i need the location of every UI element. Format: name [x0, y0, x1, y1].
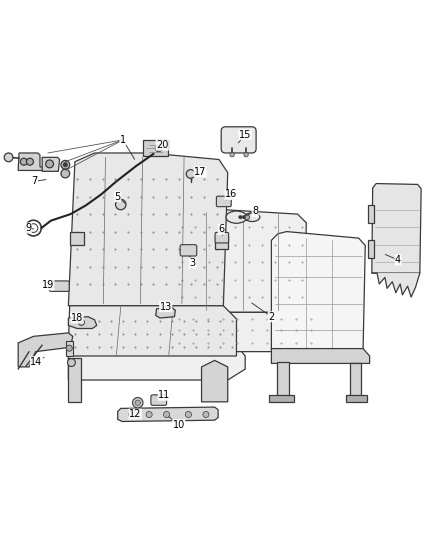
- Text: 12: 12: [129, 409, 141, 419]
- Text: 15: 15: [239, 130, 251, 140]
- Circle shape: [163, 411, 170, 417]
- Circle shape: [61, 160, 70, 169]
- Polygon shape: [269, 395, 294, 402]
- Polygon shape: [70, 231, 84, 245]
- Polygon shape: [68, 153, 228, 306]
- FancyBboxPatch shape: [221, 127, 256, 153]
- Ellipse shape: [226, 211, 247, 223]
- Circle shape: [155, 144, 162, 152]
- FancyBboxPatch shape: [143, 140, 168, 157]
- FancyBboxPatch shape: [216, 196, 231, 207]
- Circle shape: [135, 400, 141, 405]
- Text: 11: 11: [158, 390, 170, 400]
- Text: 4: 4: [395, 255, 401, 265]
- Polygon shape: [346, 395, 367, 402]
- Text: 8: 8: [252, 206, 258, 216]
- Polygon shape: [18, 153, 48, 171]
- Circle shape: [242, 215, 246, 219]
- Polygon shape: [118, 407, 218, 422]
- Polygon shape: [372, 183, 421, 273]
- Ellipse shape: [244, 213, 260, 222]
- Circle shape: [133, 398, 143, 408]
- Circle shape: [46, 160, 53, 168]
- Text: 2: 2: [268, 312, 275, 322]
- Polygon shape: [201, 360, 228, 402]
- Text: 3: 3: [190, 258, 196, 268]
- Polygon shape: [155, 306, 175, 318]
- Circle shape: [244, 152, 248, 157]
- Polygon shape: [215, 236, 228, 249]
- Polygon shape: [372, 273, 420, 297]
- Polygon shape: [68, 306, 237, 356]
- Circle shape: [146, 411, 152, 417]
- Circle shape: [78, 319, 85, 326]
- Text: 9: 9: [25, 223, 31, 233]
- Polygon shape: [175, 207, 306, 312]
- Polygon shape: [68, 345, 245, 380]
- Text: 1: 1: [120, 135, 126, 145]
- Text: 20: 20: [156, 140, 169, 150]
- Polygon shape: [68, 358, 81, 402]
- Circle shape: [4, 153, 13, 161]
- Text: 5: 5: [115, 192, 121, 201]
- Circle shape: [20, 158, 27, 165]
- Text: 18: 18: [71, 313, 83, 323]
- Circle shape: [67, 359, 75, 367]
- Circle shape: [186, 169, 195, 179]
- Circle shape: [61, 169, 70, 178]
- Polygon shape: [368, 205, 374, 223]
- FancyBboxPatch shape: [66, 341, 73, 356]
- Polygon shape: [277, 362, 289, 398]
- Text: 17: 17: [194, 167, 206, 177]
- Circle shape: [203, 411, 209, 417]
- Circle shape: [244, 215, 250, 220]
- FancyBboxPatch shape: [151, 395, 166, 405]
- Text: 16: 16: [225, 189, 237, 199]
- Circle shape: [63, 163, 67, 167]
- Polygon shape: [350, 362, 361, 398]
- Polygon shape: [368, 240, 374, 258]
- Polygon shape: [18, 333, 73, 367]
- Circle shape: [116, 199, 126, 210]
- Polygon shape: [173, 312, 315, 352]
- Text: 10: 10: [173, 419, 185, 430]
- Circle shape: [26, 158, 33, 165]
- Text: 19: 19: [42, 280, 54, 290]
- Text: 13: 13: [159, 302, 172, 312]
- Text: 14: 14: [30, 357, 42, 367]
- Text: 6: 6: [218, 224, 224, 235]
- FancyBboxPatch shape: [180, 245, 197, 256]
- Circle shape: [66, 345, 72, 351]
- Polygon shape: [42, 157, 60, 171]
- Polygon shape: [272, 231, 365, 350]
- Polygon shape: [272, 349, 370, 364]
- Circle shape: [185, 411, 191, 417]
- Polygon shape: [68, 317, 97, 328]
- Circle shape: [239, 215, 242, 219]
- FancyBboxPatch shape: [49, 281, 69, 292]
- Circle shape: [230, 152, 234, 157]
- Text: 7: 7: [31, 176, 37, 187]
- FancyBboxPatch shape: [215, 232, 229, 243]
- Circle shape: [129, 411, 135, 417]
